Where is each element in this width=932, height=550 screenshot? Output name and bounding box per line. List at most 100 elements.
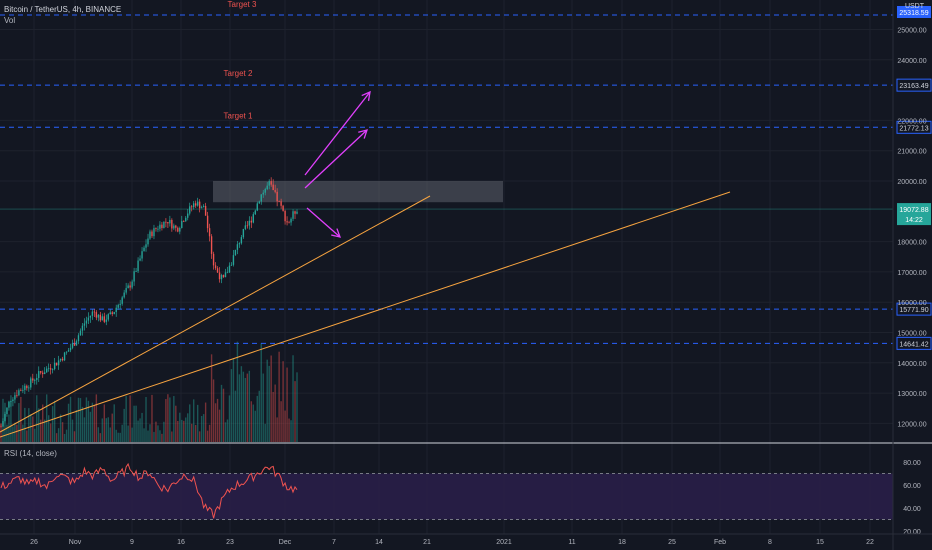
candle-body — [234, 249, 237, 256]
current-price-label: 19072.88 — [899, 207, 928, 214]
price-tick-label: 12000.00 — [897, 421, 926, 428]
candle-body — [210, 236, 213, 254]
candle-body — [282, 205, 284, 211]
volume-bar — [63, 433, 66, 442]
volume-bar — [53, 400, 56, 442]
volume-bar — [169, 397, 171, 442]
candle-body — [173, 225, 175, 229]
time-tick-label: Feb — [714, 539, 726, 546]
currency-label: USDT — [904, 3, 924, 10]
candle-body — [208, 228, 211, 237]
volume-bar — [290, 420, 292, 442]
candle-body — [196, 201, 199, 206]
candle-body — [228, 265, 231, 273]
volume-bar — [24, 407, 26, 442]
candle-body — [264, 189, 266, 193]
level-price-tag — [896, 120, 932, 134]
volume-bar — [137, 420, 139, 442]
projection-arrows — [304, 90, 371, 238]
volume-bar — [206, 430, 209, 442]
price-tick-label: 16000.00 — [897, 300, 926, 307]
candle-body — [73, 343, 76, 346]
target-label: Target 2 — [224, 69, 253, 78]
volume-bar — [149, 424, 151, 442]
volume-bar — [42, 404, 44, 442]
volume-bar — [230, 369, 233, 442]
candle-body — [194, 203, 197, 206]
volume-bar — [125, 396, 127, 442]
volume-bar — [49, 423, 52, 442]
candle-body — [30, 378, 32, 388]
price-tick-label: 15000.00 — [897, 331, 926, 338]
candle-body — [34, 379, 36, 381]
volume-bar — [113, 404, 115, 442]
volume-bar — [228, 395, 231, 442]
candle-body — [125, 288, 127, 293]
volume-bar — [105, 418, 107, 442]
volume-bar — [194, 425, 197, 442]
volume-bar — [141, 412, 143, 442]
candle-body — [185, 217, 187, 222]
candle-body — [161, 224, 163, 228]
candle-body — [155, 228, 157, 230]
candle-body — [177, 227, 179, 232]
volume-bar — [272, 391, 274, 442]
candle-body — [14, 395, 16, 400]
candle-body — [187, 213, 189, 218]
candle-body — [119, 303, 121, 305]
volume-bar — [224, 422, 227, 442]
volume-bar — [93, 405, 96, 442]
level-price-label: 14641.42 — [899, 341, 928, 348]
volume-bar — [258, 390, 260, 442]
candle-body — [294, 211, 296, 214]
time-tick-label: 22 — [866, 539, 874, 546]
target-label: Target 3 — [228, 0, 257, 9]
volume-bar — [111, 413, 113, 442]
candle-body — [276, 191, 278, 202]
arrow-target-1-head — [358, 129, 368, 139]
volume-bar — [240, 366, 243, 442]
candle-body — [216, 268, 219, 273]
candle-body — [252, 214, 254, 223]
volume-bar — [183, 420, 185, 442]
time-tick-label: Nov — [69, 539, 82, 546]
price-axis: 23163.49 21772.13 15771.90 14641.42 25318.59… — [896, 6, 932, 536]
candle-body — [51, 369, 54, 370]
volume-bar — [268, 365, 270, 442]
candle-body — [111, 312, 113, 315]
candle-body — [127, 285, 129, 289]
candle-body — [20, 390, 22, 392]
volume-bar — [270, 355, 272, 442]
volume-bar — [135, 405, 137, 442]
candlesticks — [0, 177, 298, 428]
volume-bar — [244, 377, 247, 442]
candle-body — [236, 244, 239, 250]
candle-body — [175, 225, 177, 228]
candle-body — [270, 181, 272, 185]
candle-body — [165, 221, 167, 223]
volume-bar — [57, 428, 60, 442]
candle-body — [95, 312, 98, 318]
volume-bar — [20, 396, 22, 442]
candle-body — [145, 244, 147, 248]
volume-bar — [147, 430, 149, 442]
candle-body — [296, 211, 298, 214]
volume-bar — [77, 397, 80, 442]
volume-bar — [87, 400, 90, 442]
rsi-pane — [0, 462, 893, 520]
volume-bar — [18, 403, 20, 442]
volume-bar — [266, 359, 268, 442]
volume-bar — [256, 395, 258, 442]
volume-bar — [204, 402, 207, 442]
candle-body — [24, 385, 26, 390]
candle-body — [42, 372, 44, 375]
time-tick-label: 23 — [226, 539, 234, 546]
volume-bar — [45, 394, 48, 442]
candle-body — [129, 285, 131, 288]
volume-bar — [246, 373, 249, 442]
volume-bar — [75, 409, 78, 442]
candle-body — [47, 368, 50, 370]
candle-body — [280, 201, 282, 206]
volume-bar — [264, 423, 266, 442]
